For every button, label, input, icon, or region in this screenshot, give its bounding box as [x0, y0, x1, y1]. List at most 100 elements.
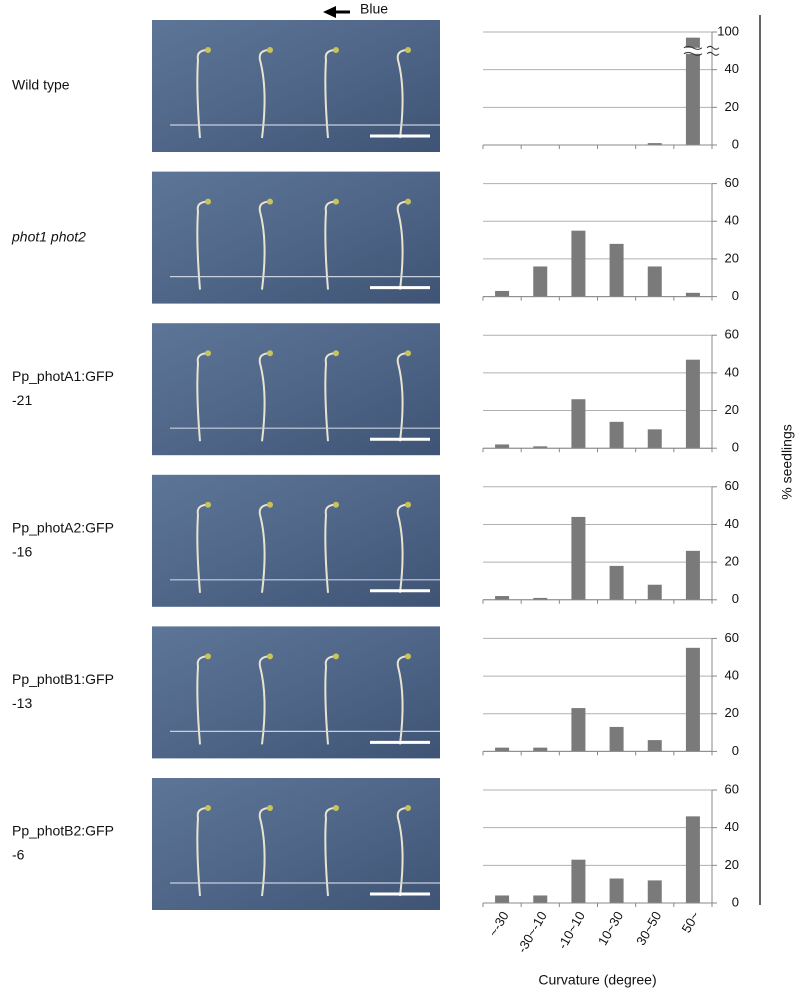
y-tick-label: 40	[725, 819, 739, 834]
seedling	[258, 503, 271, 593]
seedling	[324, 655, 337, 745]
y-tick-label: 20	[725, 99, 739, 114]
cotyledon	[333, 653, 339, 660]
y-tick-label: 0	[732, 288, 739, 303]
cotyledon	[333, 47, 339, 53]
bar	[571, 708, 586, 752]
bar	[533, 446, 548, 449]
row-label: Pp_photA2:GFP	[12, 520, 114, 536]
y-tick-label: 60	[725, 781, 739, 796]
seedling	[196, 807, 209, 897]
seedling-photo	[152, 474, 440, 607]
bar	[533, 266, 548, 297]
cotyledon	[205, 47, 211, 53]
bar	[533, 895, 548, 903]
row-label: Pp_photB1:GFP	[12, 671, 114, 687]
bar	[685, 550, 700, 600]
cotyledon	[333, 805, 339, 811]
seedling	[258, 352, 271, 442]
seedling-photo	[152, 20, 440, 152]
bar	[495, 596, 510, 600]
bar	[647, 740, 662, 752]
x-axis-label: Curvature (degree)	[538, 972, 656, 988]
cotyledon	[205, 501, 211, 508]
bar	[571, 859, 586, 903]
bar	[647, 266, 662, 297]
x-tick-label: ~-30	[485, 909, 511, 939]
seedling	[396, 200, 409, 290]
y-tick-label: 0	[732, 440, 739, 455]
bar	[685, 37, 700, 145]
seedling	[324, 200, 337, 290]
cotyledon	[405, 198, 411, 205]
row-label: -16	[12, 544, 32, 560]
bar	[609, 878, 624, 903]
x-tick-label: -30~-10	[514, 909, 550, 956]
break-mark	[706, 45, 720, 50]
break-mark	[683, 45, 703, 50]
break-mark	[683, 51, 703, 56]
cotyledon	[405, 350, 411, 357]
cotyledon	[405, 805, 411, 811]
seedling-photo	[152, 171, 440, 304]
y-tick-label: 0	[732, 894, 739, 909]
bar	[571, 516, 586, 600]
y-tick-label: 0	[732, 743, 739, 758]
seedling	[196, 655, 209, 745]
x-tick-label: 50~	[678, 908, 702, 935]
seedling-photo	[152, 778, 440, 910]
x-tick-label: 30~50	[633, 909, 664, 948]
y-tick-label: 60	[725, 175, 739, 190]
seedling	[258, 49, 271, 139]
y-tick-label: 60	[725, 630, 739, 645]
y-tick-label: 40	[725, 61, 739, 76]
seedling-photo	[152, 323, 440, 456]
bar	[495, 747, 510, 752]
y-tick-label: 100	[717, 23, 739, 38]
cotyledon	[405, 501, 411, 508]
break-gap	[683, 47, 702, 54]
y-tick-label: 40	[725, 516, 739, 531]
bar	[495, 444, 510, 449]
y-tick-label: 60	[725, 327, 739, 342]
y-tick-label: 20	[725, 554, 739, 569]
bar	[533, 747, 548, 752]
seedling	[396, 807, 409, 897]
row-label: Pp_photB2:GFP	[12, 823, 114, 839]
bar	[571, 230, 586, 297]
cotyledon	[267, 47, 273, 53]
bar	[647, 880, 662, 903]
cotyledon	[405, 653, 411, 660]
row-label: Wild type	[12, 77, 70, 93]
light-label: Blue	[360, 1, 388, 17]
bar	[647, 584, 662, 600]
seedling	[196, 200, 209, 290]
y-tick-label: 20	[725, 705, 739, 720]
cotyledon	[267, 350, 273, 357]
y-tick-label: 40	[725, 213, 739, 228]
cotyledon	[333, 501, 339, 508]
seedling	[196, 352, 209, 442]
y-tick-label: 40	[725, 364, 739, 379]
row-label: -13	[12, 695, 32, 711]
y-tick-label: 20	[725, 857, 739, 872]
seedling	[324, 503, 337, 593]
cotyledon	[333, 350, 339, 357]
y-tick-label: 60	[725, 478, 739, 493]
bar	[609, 726, 624, 752]
cotyledon	[267, 501, 273, 508]
row-label: -6	[12, 847, 25, 863]
bar	[609, 565, 624, 600]
bar	[609, 243, 624, 297]
seedling	[196, 49, 209, 139]
seedling	[396, 503, 409, 593]
cotyledon	[333, 198, 339, 205]
seedling	[396, 49, 409, 139]
bar	[609, 421, 624, 449]
y-tick-label: 0	[732, 136, 739, 151]
seedling-photo	[152, 626, 440, 759]
seedling	[258, 200, 271, 290]
cotyledon	[205, 198, 211, 205]
x-tick-label: 10~30	[595, 909, 626, 948]
